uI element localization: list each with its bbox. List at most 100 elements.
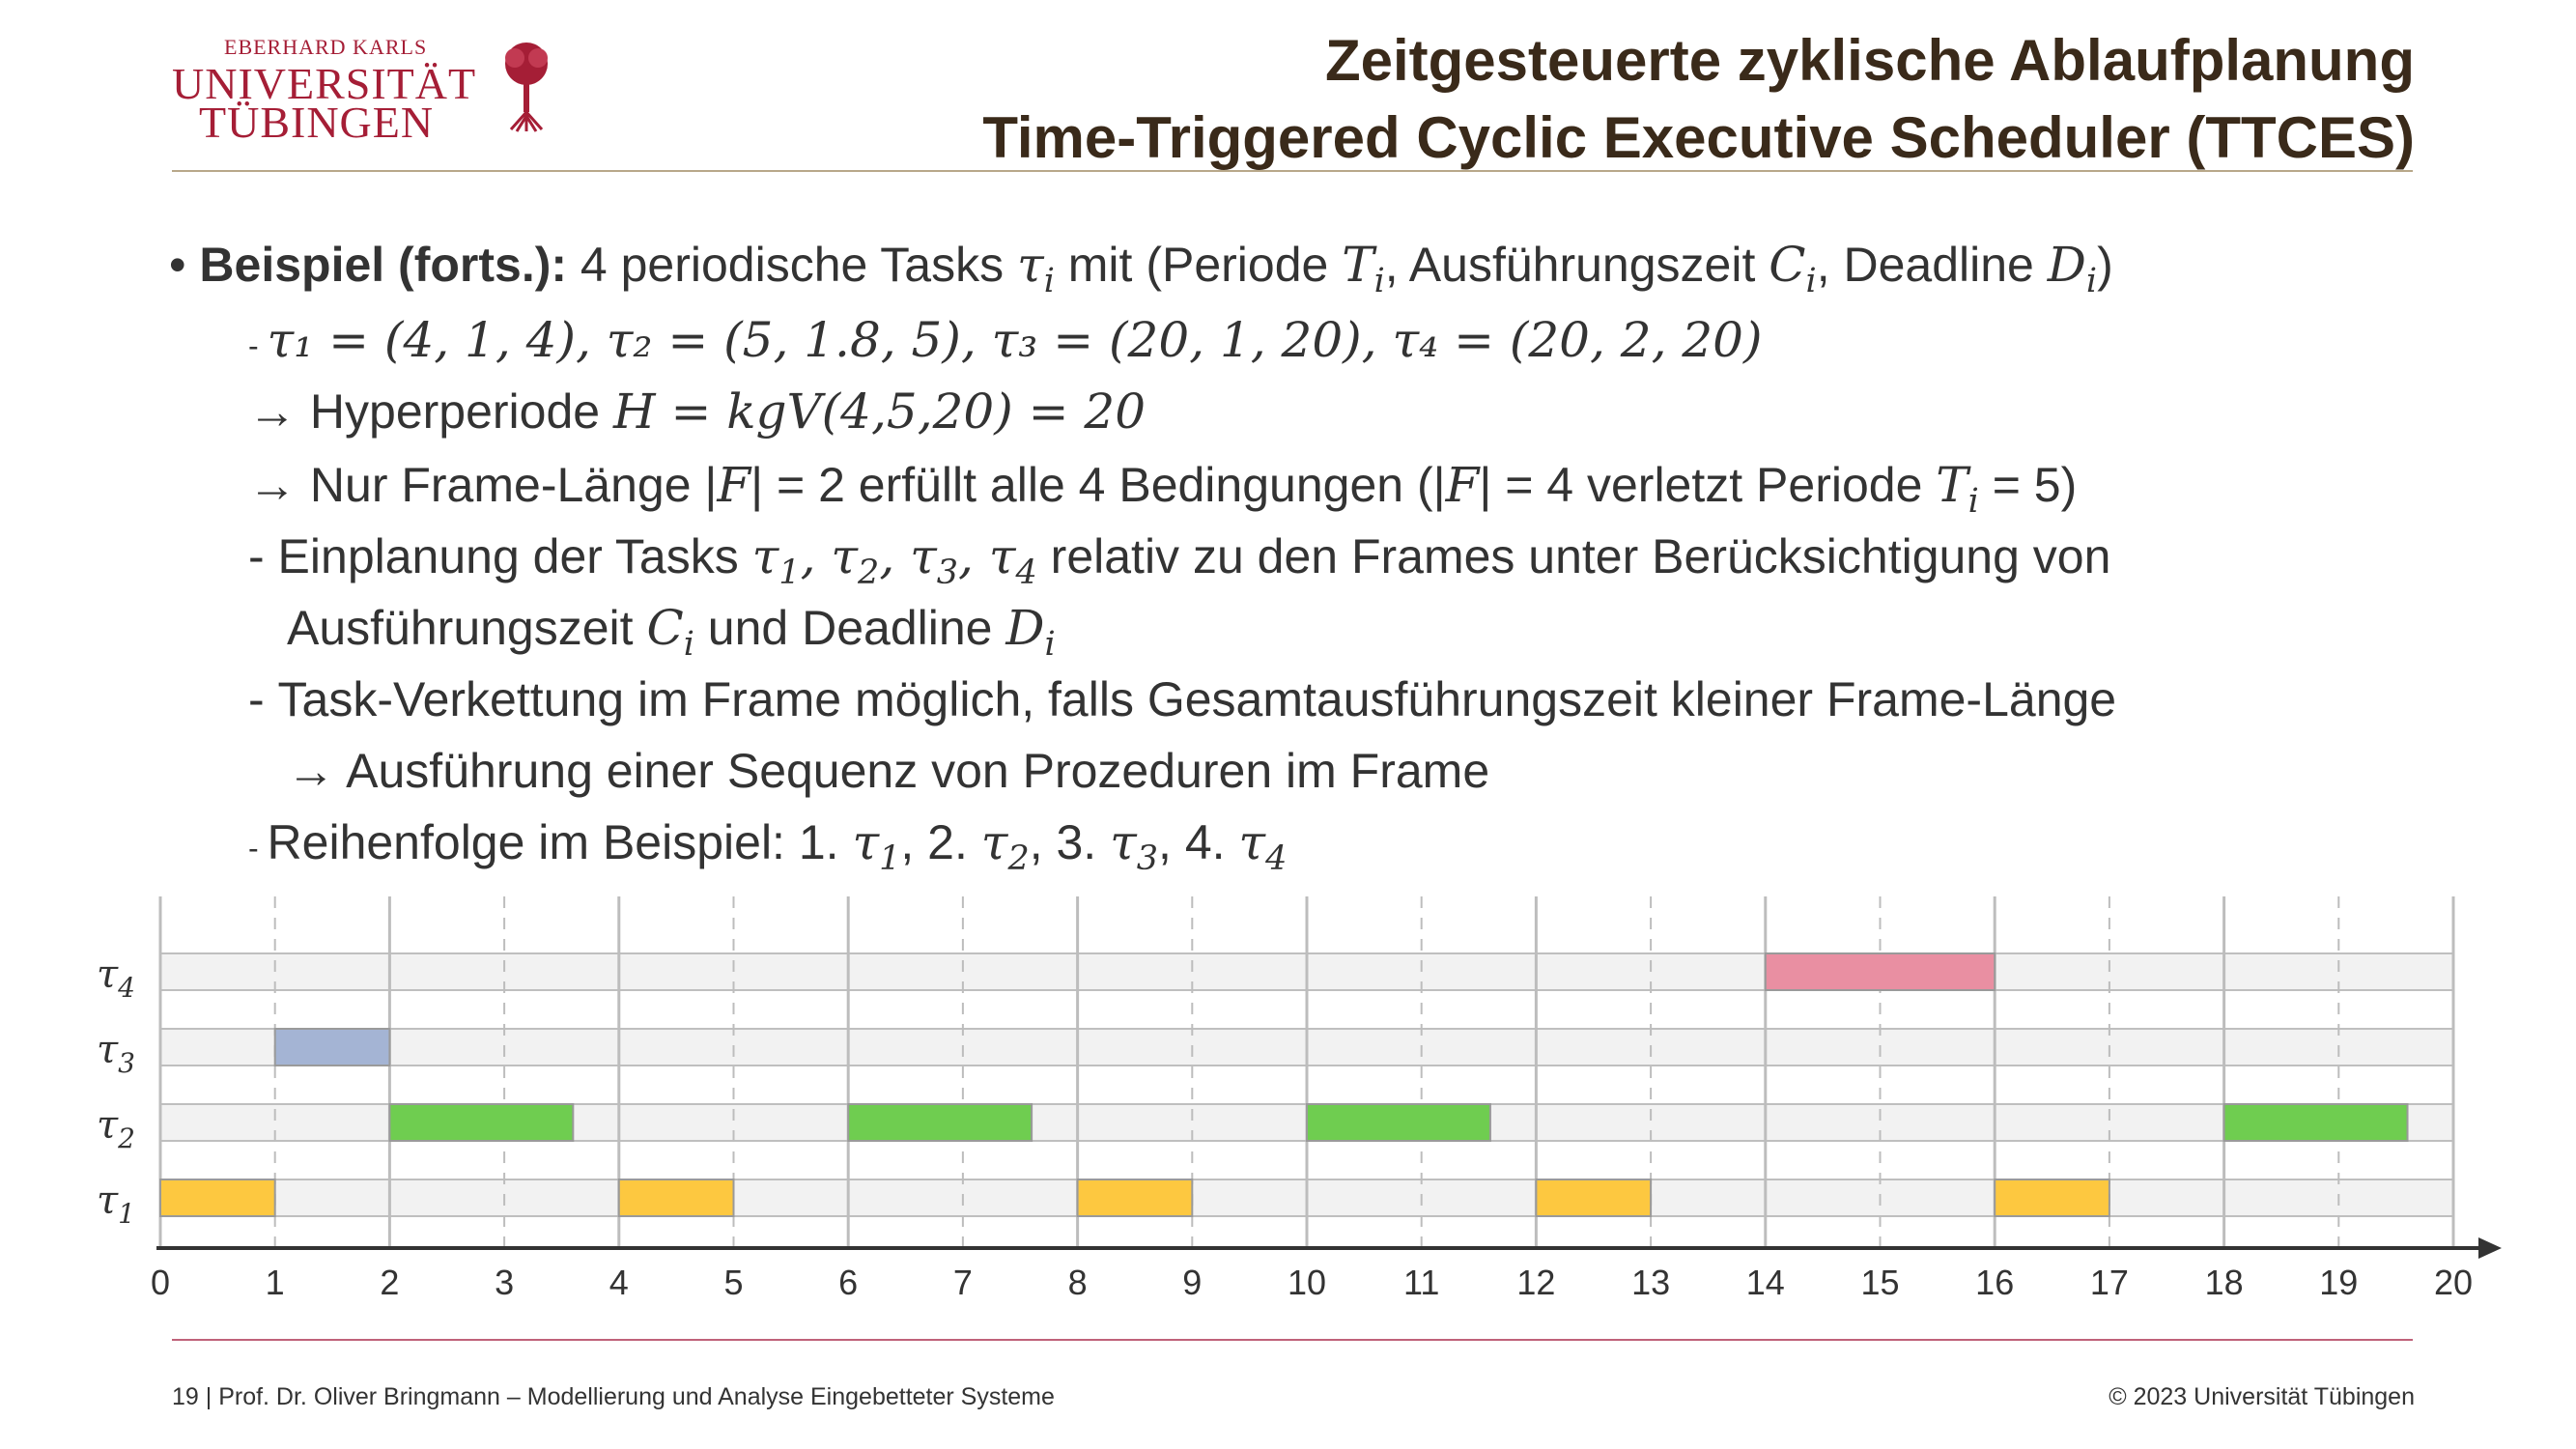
math-T-i: Ti: [1936, 457, 1979, 521]
row-label-τ2: τ2: [97, 1103, 135, 1154]
text: Einplanung der Tasks: [277, 529, 752, 583]
arrow-right-icon: →: [287, 744, 335, 798]
text: Reihenfolge im Beispiel: 1.: [267, 815, 853, 869]
row-label-τ3: τ3: [97, 1028, 135, 1079]
text: 4 periodische Tasks: [567, 238, 1018, 292]
text: und Deadline: [694, 601, 1006, 655]
text: | = 4 verletzt Periode: [1479, 458, 1937, 512]
math-C-i: Ci: [1769, 237, 1817, 300]
university-logo: EBERHARD KARLS UNIVERSITÄT TÜBINGEN: [164, 29, 570, 147]
x-tick-label: 11: [1403, 1263, 1439, 1302]
x-tick-label: 18: [2205, 1263, 2244, 1302]
x-tick-label: 0: [151, 1263, 170, 1302]
math-hyperperiod: H = kgV(4,5,20) = 20: [612, 384, 1146, 440]
text: Task-Verkettung im Frame möglich, falls …: [277, 672, 2117, 726]
text: Ausführung einer Sequenz von Prozeduren …: [346, 744, 1490, 798]
math-F: F: [717, 457, 751, 513]
text: , 4.: [1158, 815, 1239, 869]
x-tick-label: 13: [1631, 1263, 1670, 1302]
row-label-τ1: τ1: [97, 1179, 135, 1230]
logo-line-2: UNIVERSITÄT: [172, 59, 477, 108]
math-tau-2: τ2: [980, 814, 1030, 878]
task-bar-τ1: [617, 1179, 735, 1217]
slide-title-line-2: Time-Triggered Cyclic Executive Schedule…: [982, 105, 2415, 170]
arrow-right-icon: →: [248, 458, 297, 512]
text: | = 2 erfüllt alle 4 Bedingungen (|: [750, 458, 1446, 512]
math-tau-1: τ1: [852, 814, 901, 878]
slide-title-line-1: Zeitgesteuerte zyklische Ablaufplanung: [1324, 28, 2415, 93]
bullet-example: • Beispiel (forts.): 4 periodische Tasks…: [169, 237, 2113, 300]
sub-bullet-task-params: - τ₁ = (4, 1, 4), τ₂ = (5, 1.8, 5), τ₃ =…: [248, 312, 1763, 368]
text: Nur Frame-Länge |: [309, 458, 718, 512]
arrow-frame-length: → Nur Frame-Länge |F| = 2 erfüllt alle 4…: [248, 457, 2077, 521]
sub-bullet-scheduling-cont: Ausführungszeit Ci und Deadline Di: [287, 600, 1056, 664]
sub-bullet-order: - Reihenfolge im Beispiel: 1. τ1, 2. τ2,…: [248, 814, 1287, 878]
arrow-right-icon: →: [248, 384, 297, 439]
x-tick-label: 2: [380, 1263, 399, 1302]
footer-lecture-info: 19 | Prof. Dr. Oliver Bringmann – Modell…: [172, 1383, 1055, 1410]
text: Ausführungszeit: [287, 601, 647, 655]
text: Hyperperiode: [309, 384, 613, 439]
math-D-i: Di: [1005, 600, 1056, 664]
x-tick-label: 6: [838, 1263, 858, 1302]
task-bar-τ1: [1994, 1179, 2110, 1217]
task-bar-τ3: [273, 1028, 391, 1066]
task-bar-τ2: [1306, 1103, 1491, 1142]
math-tau-3: τ3: [1110, 814, 1159, 878]
x-tick-label: 9: [1182, 1263, 1202, 1302]
x-tick-label: 7: [953, 1263, 973, 1302]
axis-arrowhead-icon: [2478, 1237, 2502, 1259]
x-tick-label: 16: [1975, 1263, 2014, 1302]
footer-divider: [172, 1339, 2413, 1341]
text: , 2.: [900, 815, 981, 869]
bullet-dot: •: [169, 238, 186, 292]
x-tick-label: 17: [2090, 1263, 2129, 1302]
dash: -: [248, 529, 278, 583]
task-bar-τ1: [1076, 1179, 1194, 1217]
bullet-bold-label: Beispiel (forts.):: [199, 238, 568, 292]
x-tick-label: 12: [1516, 1263, 1555, 1302]
arrow-hyperperiod: → Hyperperiode H = kgV(4,5,20) = 20: [248, 384, 1146, 440]
text: mit (Periode: [1054, 238, 1343, 292]
dash: -: [248, 672, 278, 726]
x-tick-label: 20: [2434, 1263, 2473, 1302]
header-divider: [172, 170, 2413, 172]
task-bar-τ4: [1764, 952, 1996, 991]
math-C-i: Ci: [646, 600, 694, 664]
text: relativ zu den Frames unter Berücksichti…: [1036, 529, 2111, 583]
task-bar-τ1: [1535, 1179, 1653, 1217]
x-tick-label: 19: [2319, 1263, 2358, 1302]
arrow-sequence: → Ausführung einer Sequenz von Prozedure…: [287, 743, 1489, 799]
tree-emblem-icon: [505, 43, 548, 132]
x-tick-label: 4: [609, 1263, 629, 1302]
task-bar-τ2: [388, 1103, 575, 1142]
sub-bullet-chaining: - Task-Verkettung im Frame möglich, fall…: [248, 671, 2116, 727]
text: = 5): [1978, 458, 2078, 512]
math-T-i: Ti: [1342, 237, 1385, 300]
text: , Deadline: [1816, 238, 2048, 292]
math-F: F: [1445, 457, 1480, 513]
dash: -: [248, 328, 268, 363]
logo-line-3: TÜBINGEN: [199, 98, 435, 147]
task-bar-τ2: [847, 1103, 1033, 1142]
math-D-i: Di: [2047, 237, 2098, 300]
x-tick-label: 8: [1068, 1263, 1088, 1302]
math-tau-i: τi: [1017, 237, 1055, 300]
math-tau-4: τ4: [1238, 814, 1288, 878]
math-taus: τ1, τ2, τ3, τ4: [751, 528, 1037, 592]
text: ): [2097, 238, 2113, 292]
logo-line-1: EBERHARD KARLS: [224, 35, 428, 59]
task-bar-τ2: [2222, 1103, 2409, 1142]
task-bar-τ1: [159, 1179, 276, 1217]
x-tick-label: 1: [266, 1263, 285, 1302]
sub-bullet-scheduling: - Einplanung der Tasks τ1, τ2, τ3, τ4 re…: [248, 528, 2110, 592]
x-tick-label: 15: [1860, 1263, 1899, 1302]
math-task-params: τ₁ = (4, 1, 4), τ₂ = (5, 1.8, 5), τ₃ = (…: [267, 312, 1763, 368]
dash: -: [248, 831, 268, 866]
x-tick-label: 10: [1288, 1263, 1326, 1302]
text: , Ausführungszeit: [1384, 238, 1769, 292]
footer-copyright: © 2023 Universität Tübingen: [2109, 1383, 2415, 1410]
x-tick-label: 14: [1746, 1263, 1785, 1302]
row-label-τ4: τ4: [97, 952, 135, 1004]
